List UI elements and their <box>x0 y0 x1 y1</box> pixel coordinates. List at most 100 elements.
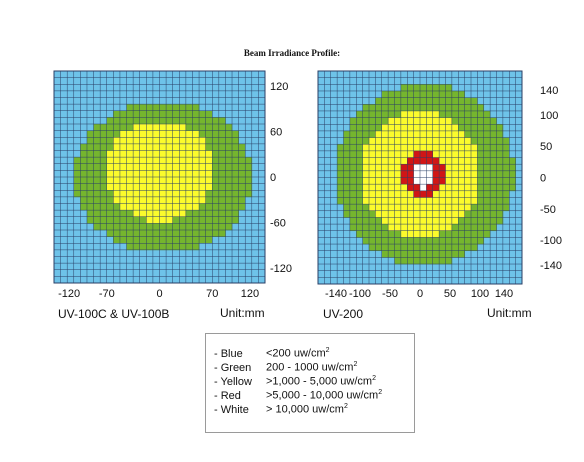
heatmap-cell-green <box>400 90 408 98</box>
heatmap-cell-green <box>100 130 108 138</box>
heatmap-cell-yellow <box>420 130 427 138</box>
heatmap-cell-green <box>451 104 459 112</box>
heatmap-cell-green <box>502 204 510 212</box>
heatmap-cell-yellow <box>133 150 141 158</box>
heatmap-cell-green <box>343 177 351 185</box>
heatmap-cell-yellow <box>119 150 127 158</box>
heatmap-cell-green <box>212 183 220 191</box>
heatmap-cell-yellow <box>159 170 167 178</box>
heatmap-cell-green <box>356 150 363 158</box>
heatmap-cell-green <box>225 124 233 131</box>
heatmap-cell-yellow <box>185 143 193 151</box>
heatmap-cell-green <box>106 203 114 211</box>
heatmap-cell-yellow <box>139 150 147 158</box>
heatmap-cell-yellow <box>126 196 134 204</box>
heatmap-cell-yellow <box>375 177 383 185</box>
heatmap-cell-green <box>477 117 485 125</box>
heatmap-cell-green <box>225 130 233 138</box>
heatmap-cell-green <box>238 203 246 211</box>
heatmap-cell-green <box>126 110 134 118</box>
heatmap-cell-green <box>172 223 180 231</box>
heatmap-cell-green <box>509 184 516 192</box>
heatmap-cell-yellow <box>139 130 147 138</box>
heatmap-cell-yellow <box>179 170 187 178</box>
heatmap-cell-green <box>343 144 351 152</box>
heatmap-cell-yellow <box>126 203 134 211</box>
heatmap-cell-yellow <box>133 157 141 165</box>
heatmap-cell-green <box>106 143 114 151</box>
heatmap-cell-yellow <box>464 184 472 192</box>
heatmap-cell-green <box>93 170 101 178</box>
heatmap-cell-yellow <box>458 164 465 172</box>
heatmap-cell-yellow <box>445 217 453 225</box>
heatmap-cell-yellow <box>388 124 395 132</box>
heatmap-cell-yellow <box>407 204 414 212</box>
heatmap-cell-green <box>349 197 357 205</box>
heatmap-cell-yellow <box>192 157 200 165</box>
heatmap-cell-yellow <box>388 197 395 205</box>
legend-row-yellow: - Yellow >1,000 - 5,000 uw/cm2 <box>214 375 376 388</box>
heatmap-cell-green <box>388 110 395 118</box>
heatmap-cell-green <box>113 203 121 211</box>
heatmap-cell-red <box>407 157 414 165</box>
heatmap-cell-green <box>139 117 147 125</box>
heatmap-cell-green <box>80 170 88 178</box>
heatmap-cell-yellow <box>375 137 383 145</box>
heatmap-cell-yellow <box>458 144 465 152</box>
heatmap-cell-green <box>133 110 141 118</box>
heatmap-cell-green <box>119 216 127 224</box>
heatmap-cell-green <box>192 223 200 231</box>
heatmap-cell-green <box>172 236 180 244</box>
heatmap-cell-green <box>471 130 478 138</box>
heatmap-cell-green <box>73 163 81 171</box>
heatmap-cell-yellow <box>133 124 141 131</box>
heatmap-grid <box>53 70 266 284</box>
heatmap-cell-green <box>146 117 154 125</box>
heatmap-cell-green <box>218 124 226 131</box>
heatmap-cell-green <box>375 224 383 232</box>
heatmap-cell-green <box>343 204 351 212</box>
heatmap-cell-green <box>432 257 440 265</box>
heatmap-cell-green <box>152 230 160 237</box>
heatmap-cell-yellow <box>451 204 459 212</box>
heatmap-cell-yellow <box>394 184 402 192</box>
heatmap-cell-yellow <box>432 224 440 232</box>
heatmap-cell-green <box>232 130 239 138</box>
heatmap-cell-green <box>496 210 504 218</box>
heatmap-cell-green <box>238 177 246 184</box>
heatmap-cell-green <box>477 150 485 158</box>
heatmap-cell-green <box>218 223 226 231</box>
heatmap-cell-green <box>93 130 101 138</box>
heatmap-cell-green <box>192 117 200 125</box>
heatmap-cell-yellow <box>166 196 173 204</box>
heatmap-cell-yellow <box>394 204 402 212</box>
heatmap-cell-green <box>477 157 485 165</box>
heatmap-cell-yellow <box>407 190 414 198</box>
heatmap-cell-green <box>152 110 160 118</box>
heatmap-cell-yellow <box>464 157 472 165</box>
heatmap-cell-green <box>100 196 108 204</box>
heatmap-cell-yellow <box>413 124 421 132</box>
heatmap-cell-green <box>439 90 446 98</box>
heatmap-cell-yellow <box>394 150 402 158</box>
heatmap-cell-yellow <box>159 183 167 191</box>
heatmap-cell-yellow <box>185 183 193 191</box>
heatmap-cell-yellow <box>407 230 414 238</box>
heatmap-cell-green <box>133 117 141 125</box>
heatmap-cell-green <box>245 183 253 191</box>
figure-title: Beam Irradiance Profile: <box>244 48 340 58</box>
heatmap-cell-green <box>445 97 453 105</box>
heatmap-cell-yellow <box>179 210 187 218</box>
legend-sup: 2 <box>378 389 383 396</box>
heatmap-cell-green <box>388 104 395 112</box>
heatmap-cell-green <box>388 90 395 98</box>
heatmap-cell-yellow <box>159 124 167 131</box>
heatmap-cell-yellow <box>166 177 173 184</box>
heatmap-cell-green <box>356 204 363 212</box>
heatmap-cell-green <box>205 223 213 231</box>
heatmap-cell-yellow <box>458 157 465 165</box>
heatmap-cell-green <box>179 223 187 231</box>
heatmap-cell-green <box>483 110 491 118</box>
heatmap-cell-green <box>106 137 114 145</box>
heatmap-cell-green <box>86 170 94 178</box>
